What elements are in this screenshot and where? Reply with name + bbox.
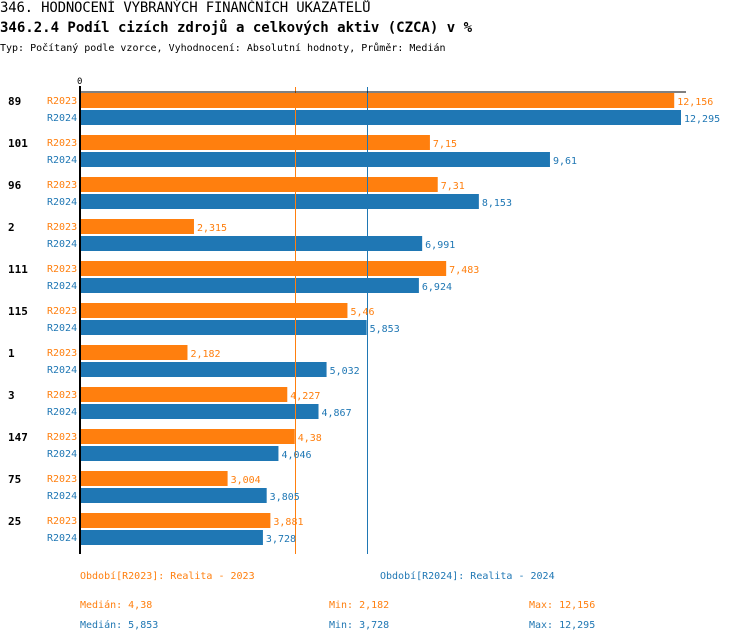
series-label: R2023 <box>47 432 77 443</box>
series-label: R2023 <box>47 474 77 485</box>
data-label: 6,991 <box>425 240 455 251</box>
category-label: 1 <box>8 347 15 360</box>
data-label: 4,38 <box>298 433 322 444</box>
bar-r2023 <box>81 219 194 234</box>
max-r2023: Max: 12,156 <box>529 600 596 611</box>
series-label: R2024 <box>47 365 77 376</box>
series-label: R2024 <box>47 239 77 250</box>
data-label: 3,805 <box>270 492 300 503</box>
bar-r2024 <box>81 320 367 335</box>
bars-layer <box>81 93 681 545</box>
data-label: 3,004 <box>231 475 261 486</box>
category-label: 3 <box>8 389 15 402</box>
bar-r2023 <box>81 387 288 402</box>
category-label: 111 <box>8 263 28 276</box>
bar-r2024 <box>81 152 550 167</box>
category-label: 115 <box>8 305 28 318</box>
chart-title: 346.2.4 Podíl cizích zdrojů a celkových … <box>0 20 473 36</box>
data-label: 8,153 <box>482 198 512 209</box>
series-label: R2024 <box>47 533 77 544</box>
category-label: 96 <box>8 179 22 192</box>
bar-r2023 <box>81 471 228 486</box>
axis-layer: 0 <box>77 77 686 554</box>
series-label: R2024 <box>47 113 77 124</box>
median-lines-layer <box>295 87 368 554</box>
bar-r2023 <box>81 513 271 528</box>
series-label: R2023 <box>47 180 77 191</box>
series-label: R2023 <box>47 96 77 107</box>
data-label: 3,881 <box>273 517 303 528</box>
bar-r2023 <box>81 345 188 360</box>
median-r2024: Medián: 5,853 <box>80 620 159 631</box>
data-label: 7,31 <box>441 181 465 192</box>
series-label: R2023 <box>47 138 77 149</box>
data-label: 12,156 <box>677 97 713 108</box>
category-label: 75 <box>8 473 21 486</box>
series-label: R2023 <box>47 306 77 317</box>
series-label: R2023 <box>47 516 77 527</box>
bar-r2023 <box>81 177 438 192</box>
bar-r2023 <box>81 261 447 276</box>
bar-r2024 <box>81 446 279 461</box>
data-label: 4,867 <box>322 408 352 419</box>
series-label: R2023 <box>47 390 77 401</box>
series-label: R2024 <box>47 491 77 502</box>
x-tick-label: 0 <box>77 77 82 87</box>
data-label: 5,032 <box>330 366 360 377</box>
bar-r2024 <box>81 236 423 251</box>
data-label: 7,483 <box>449 265 479 276</box>
chart-info: Typ: Počítaný podle vzorce, Vyhodnocení:… <box>0 43 446 54</box>
bar-r2024 <box>81 110 681 125</box>
category-label: 2 <box>8 221 15 234</box>
min-r2024: Min: 3,728 <box>329 620 390 631</box>
series-label: R2024 <box>47 449 77 460</box>
data-label: 3,728 <box>266 534 296 545</box>
category-label: 89 <box>8 95 21 108</box>
category-label: 25 <box>8 515 21 528</box>
data-label: 4,046 <box>281 450 311 461</box>
legend-r2024: Období[R2024]: Realita - 2024 <box>380 571 555 582</box>
series-label: R2023 <box>47 348 77 359</box>
bar-r2024 <box>81 194 479 209</box>
data-label: 5,853 <box>370 324 400 335</box>
data-label: 12,295 <box>684 114 720 125</box>
data-label: 7,15 <box>433 139 457 150</box>
bar-r2024 <box>81 530 263 545</box>
data-label: 5,46 <box>350 307 374 318</box>
series-label: R2024 <box>47 281 77 292</box>
bar-r2023 <box>81 135 430 150</box>
category-label: 101 <box>8 137 28 150</box>
series-label: R2024 <box>47 407 77 418</box>
bar-r2023 <box>81 93 675 108</box>
data-label: 2,315 <box>197 223 227 234</box>
report-title: 346. HODNOCENÍ VYBRANÝCH FINANČNÍCH UKAZ… <box>0 0 371 16</box>
series-label: R2023 <box>47 264 77 275</box>
data-label: 9,61 <box>553 156 577 167</box>
bar-r2024 <box>81 278 419 293</box>
series-label: R2024 <box>47 197 77 208</box>
series-label: R2024 <box>47 323 77 334</box>
max-r2024: Max: 12,295 <box>529 620 596 631</box>
series-label: R2023 <box>47 222 77 233</box>
legend-r2023: Období[R2023]: Realita - 2023 <box>80 571 255 582</box>
min-r2023: Min: 2,182 <box>329 600 390 611</box>
bar-r2023 <box>81 303 348 318</box>
data-label: 6,924 <box>422 282 452 293</box>
data-label: 4,227 <box>290 391 320 402</box>
bar-r2023 <box>81 429 295 444</box>
category-label: 147 <box>8 431 28 444</box>
bar-r2024 <box>81 488 267 503</box>
labels-layer: 89 R2023 12,156 R2024 12,295 101 R2023 7,15 R202… <box>8 95 720 545</box>
bar-r2024 <box>81 404 319 419</box>
bar-r2024 <box>81 362 327 377</box>
median-r2023: Medián: 4,38 <box>80 600 153 611</box>
series-label: R2024 <box>47 155 77 166</box>
data-label: 2,182 <box>190 349 220 360</box>
